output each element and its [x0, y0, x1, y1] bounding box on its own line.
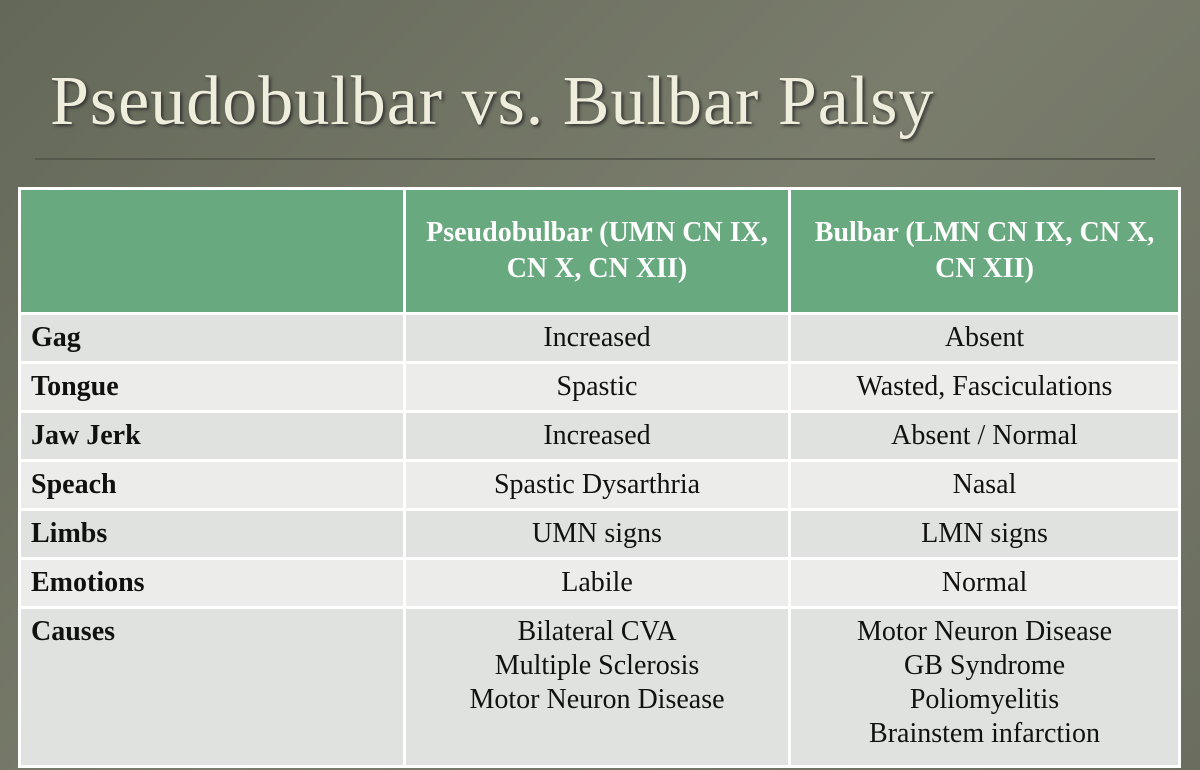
table-row: Speach Spastic Dysarthria Nasal	[18, 459, 1181, 511]
cell: Absent / Normal	[788, 410, 1181, 462]
row-label: Causes	[18, 606, 406, 768]
cell: Absent	[788, 312, 1181, 364]
table-row: Tongue Spastic Wasted, Fasciculations	[18, 361, 1181, 413]
corner-cell	[18, 187, 406, 315]
cell-line: Poliomyelitis	[909, 684, 1060, 715]
cell-line: Bilateral CVA	[517, 616, 677, 647]
cell: UMN signs	[403, 508, 791, 560]
cell-line: Multiple Sclerosis	[494, 650, 700, 681]
cell: LMN signs	[788, 508, 1181, 560]
cell: Labile	[403, 557, 791, 609]
row-label: Limbs	[18, 508, 406, 560]
title: Pseudobulbar vs. Bulbar Palsy	[50, 63, 935, 140]
cell: Spastic	[403, 361, 791, 413]
row-label: Speach	[18, 459, 406, 511]
row-label: Gag	[18, 312, 406, 364]
cell: Motor Neuron Disease GB Syndrome Poliomyel…	[788, 606, 1181, 768]
comparison-table: Pseudobulbar (UMN CN IX, CN X, CN XII) B…	[18, 187, 1181, 768]
header-cell: Bulbar (LMN CN IX, CN X, CN XII)	[788, 187, 1181, 315]
table-row: Limbs UMN signs LMN signs	[18, 508, 1181, 560]
header-row: Pseudobulbar (UMN CN IX, CN X, CN XII) B…	[18, 187, 1181, 315]
row-label: Emotions	[18, 557, 406, 609]
cell: Wasted, Fasciculations	[788, 361, 1181, 413]
cell-line: Motor Neuron Disease	[856, 616, 1113, 647]
row-label: Jaw Jerk	[18, 410, 406, 462]
table-row: Emotions Labile Normal	[18, 557, 1181, 609]
cell-line: Brainstem infarction	[869, 718, 1100, 749]
cell-line: Motor Neuron Disease	[469, 684, 725, 715]
cell: Bilateral CVA Multiple Sclerosis Motor Neu…	[403, 606, 791, 768]
cell: Spastic Dysarthria	[403, 459, 791, 511]
table-row: Causes Bilateral CVA Multiple Sclerosis Mot…	[18, 606, 1181, 768]
cell: Nasal	[788, 459, 1181, 511]
cell: Normal	[788, 557, 1181, 609]
title-rule	[35, 158, 1155, 160]
cell: Increased	[403, 312, 791, 364]
header-cell: Pseudobulbar (UMN CN IX, CN X, CN XII)	[403, 187, 791, 315]
cell-line: GB Syndrome	[904, 650, 1065, 681]
row-label: Tongue	[18, 361, 406, 413]
cell: Increased	[403, 410, 791, 462]
table-row: Jaw Jerk Increased Absent / Normal	[18, 410, 1181, 462]
table-row: Gag Increased Absent	[18, 312, 1181, 364]
